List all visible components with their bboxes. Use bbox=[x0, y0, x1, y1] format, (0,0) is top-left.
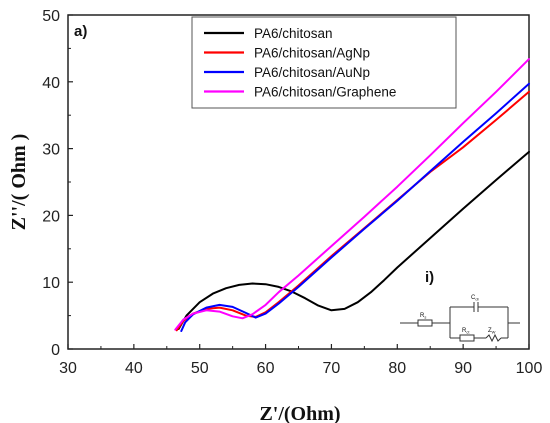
x-tick-label: 70 bbox=[323, 360, 341, 377]
legend-label: PA6/chitosan/Graphene bbox=[254, 85, 396, 100]
series-line-2 bbox=[175, 90, 530, 332]
resistor-rct-symbol bbox=[459, 334, 475, 342]
y-tick-label: 50 bbox=[42, 8, 60, 25]
x-tick-label: 30 bbox=[59, 360, 77, 377]
label-rs: Rs bbox=[420, 313, 426, 320]
x-axis-ticks: 30 40 50 60 70 80 90 100 bbox=[59, 344, 542, 377]
x-tick-label: 80 bbox=[388, 360, 406, 377]
legend-label: PA6/chitosan/AuNp bbox=[254, 65, 370, 80]
y-tick-label: 10 bbox=[42, 275, 60, 292]
legend-items: PA6/chitosan PA6/chitosan/AgNp PA6/chitosa… bbox=[204, 26, 396, 100]
y-axis-ticks: 0 10 20 30 40 50 bbox=[42, 8, 73, 359]
series-lines bbox=[174, 58, 530, 332]
x-tick-label: 50 bbox=[191, 360, 209, 377]
resistor-rs-symbol bbox=[417, 319, 433, 327]
y-tick-label: 30 bbox=[42, 142, 60, 159]
legend-label: PA6/chitosan bbox=[254, 26, 333, 41]
inset-label: i) bbox=[425, 269, 434, 286]
series-line-1 bbox=[177, 150, 530, 330]
panel-label: a) bbox=[74, 23, 87, 40]
y-axis-title: Z''/( Ohm ) bbox=[8, 134, 30, 231]
label-cdl: Cdl bbox=[471, 295, 479, 302]
y-tick-label: 20 bbox=[42, 208, 60, 225]
x-tick-label: 40 bbox=[125, 360, 143, 377]
y-tick-label: 40 bbox=[42, 75, 60, 92]
x-axis-title: Z'/(Ohm) bbox=[259, 403, 340, 423]
label-rct: Rct bbox=[462, 328, 470, 335]
circuit-diagram bbox=[400, 302, 520, 343]
x-tick-label: 100 bbox=[516, 360, 543, 377]
warburg-symbol bbox=[485, 333, 502, 343]
legend: PA6/chitosan PA6/chitosan/AgNp PA6/chitosa… bbox=[191, 16, 457, 109]
equivalent-circuit-inset: i) Rs Cdl Rct ZW bbox=[400, 269, 520, 343]
label-zw: ZW bbox=[488, 328, 496, 335]
legend-label: PA6/chitosan/AgNp bbox=[254, 46, 370, 61]
x-tick-label: 90 bbox=[454, 360, 472, 377]
series-line-3 bbox=[180, 82, 530, 332]
y-tick-label: 0 bbox=[51, 342, 60, 359]
series-line-4 bbox=[174, 58, 530, 331]
x-tick-label: 60 bbox=[257, 360, 275, 377]
